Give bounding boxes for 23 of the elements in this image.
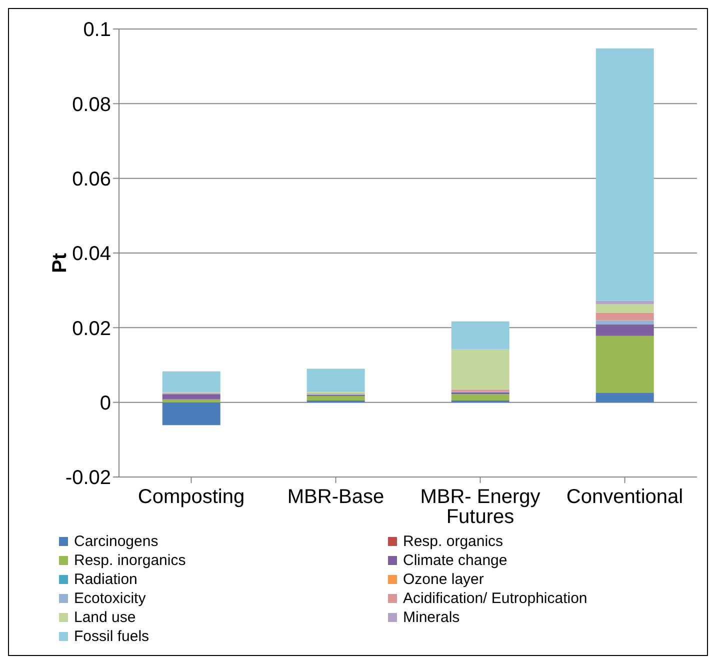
x-tick-label: MBR- Energy Futures	[420, 486, 540, 528]
legend-label: Minerals	[403, 609, 460, 626]
legend-label: Land use	[74, 609, 136, 626]
y-tick-label: 0	[100, 392, 111, 414]
legend-label: Climate change	[403, 552, 508, 569]
y-tick-label: 0.06	[72, 168, 111, 190]
y-tick-label: 0.04	[72, 243, 111, 266]
legend-label: Resp. organics	[403, 533, 504, 550]
x-tick-label: Composting	[138, 486, 245, 508]
y-tick-label: 0.1	[83, 19, 111, 42]
y-tick-label: 0.08	[72, 94, 111, 116]
y-axis-title: Pt	[49, 252, 72, 273]
legend-label: Ecotoxicity	[74, 590, 146, 607]
legend-label: Acidification/ Eutrophication	[403, 590, 588, 607]
legend-label: Ozone layer	[403, 571, 484, 588]
legend-label: Carcinogens	[74, 533, 158, 550]
legend-label: Radiation	[74, 571, 138, 588]
legend-label: Fossil fuels	[74, 628, 150, 645]
legend-label: Resp. inorganics	[74, 552, 186, 569]
x-tick-label: MBR-Base	[287, 486, 384, 508]
x-tick-label: Conventional	[566, 486, 684, 508]
y-tick-label: -0.02	[65, 467, 111, 490]
y-tick-label: 0.02	[72, 318, 111, 340]
